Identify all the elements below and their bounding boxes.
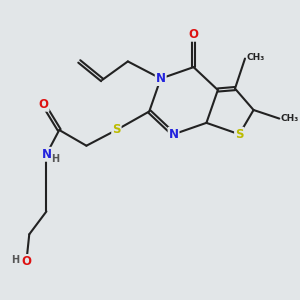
Text: S: S [112,124,121,136]
Text: O: O [189,28,199,41]
Text: CH₃: CH₃ [281,114,299,123]
Text: H: H [52,154,60,164]
Text: O: O [39,98,49,111]
Text: H: H [11,255,20,265]
Text: S: S [235,128,244,141]
Text: CH₃: CH₃ [246,52,265,62]
Text: N: N [169,128,178,141]
Text: N: N [156,72,166,85]
Text: N: N [41,148,51,161]
Text: O: O [21,255,32,268]
